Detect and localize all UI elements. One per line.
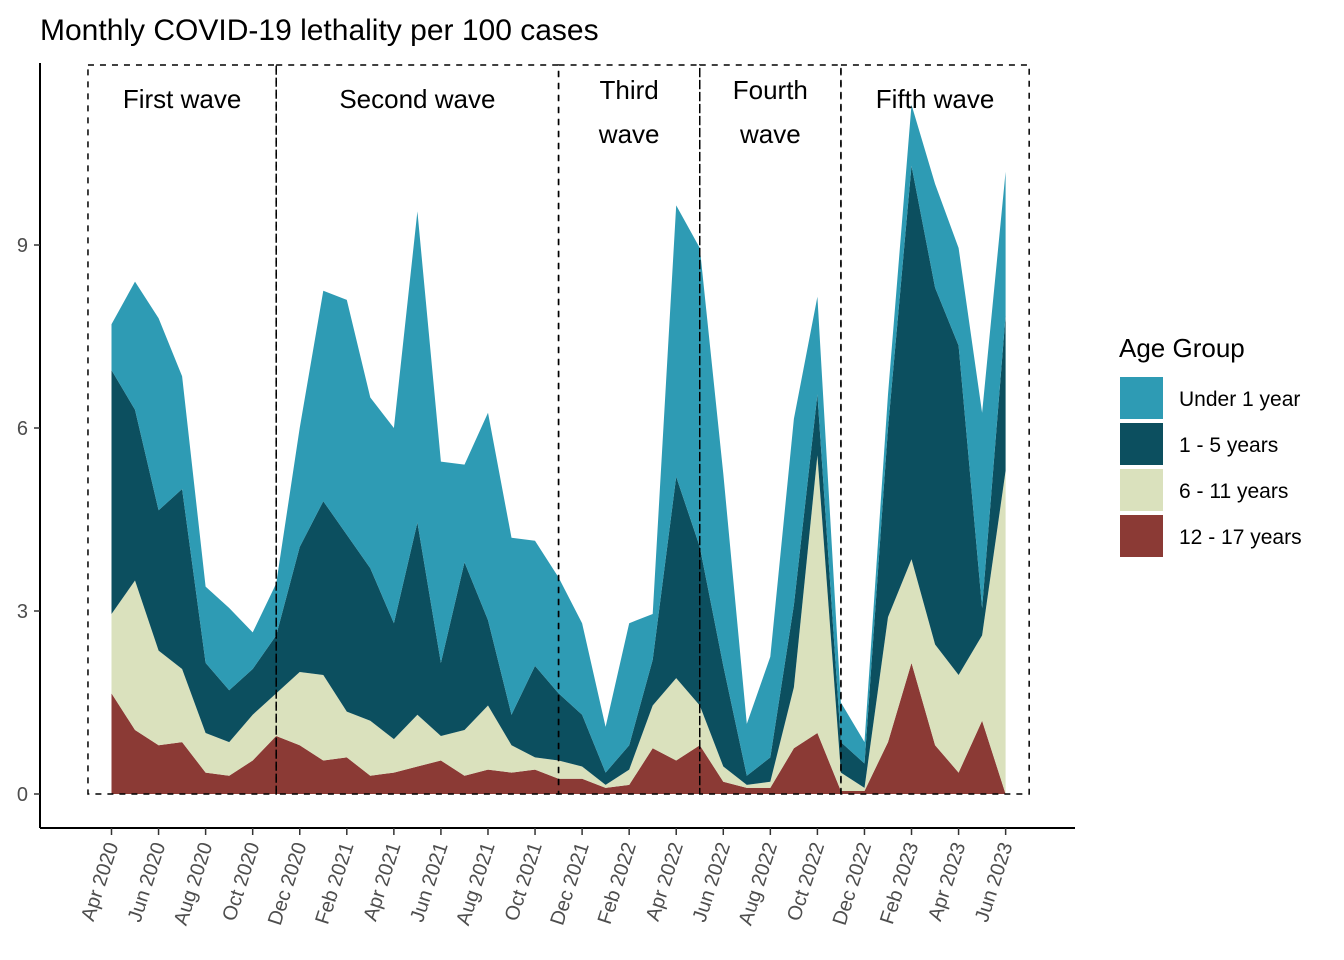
axes bbox=[39, 63, 1075, 829]
wave-annotations: First wave Second wave Third wave Fourth wave… bbox=[87, 64, 1030, 795]
x-ticks: Apr 2020 Jun 2020 Aug 2020 Oct 2020 Dec 2020… bbox=[77, 828, 1017, 928]
area-under-1-year bbox=[111, 104, 1006, 776]
x-tick-label: Jun 2020 bbox=[124, 840, 170, 925]
legend-item: Under 1 year bbox=[1120, 377, 1300, 419]
stacked-areas bbox=[111, 104, 1006, 794]
wave-label: wave bbox=[598, 119, 660, 149]
x-tick-label: Apr 2023 bbox=[924, 840, 970, 924]
x-tick-label: Dec 2020 bbox=[264, 840, 311, 928]
wave-box: Third wave bbox=[557, 64, 701, 795]
legend-item: 12 - 17 years bbox=[1120, 515, 1302, 557]
legend-label: 12 - 17 years bbox=[1179, 526, 1302, 549]
wave-label: Fifth wave bbox=[876, 84, 995, 114]
legend-swatch bbox=[1120, 515, 1163, 557]
x-tick-label: Dec 2022 bbox=[829, 840, 876, 928]
chart-title: Monthly COVID-19 lethality per 100 cases bbox=[40, 14, 599, 47]
legend-title: Age Group bbox=[1119, 333, 1245, 363]
legend-label: 6 - 11 years bbox=[1179, 480, 1288, 503]
wave-box-outline bbox=[557, 64, 701, 795]
wave-label: Third bbox=[600, 75, 659, 105]
y-tick-label: 0 bbox=[17, 784, 28, 806]
legend-label: 1 - 5 years bbox=[1179, 434, 1278, 457]
legend-label: Under 1 year bbox=[1179, 388, 1300, 411]
legend-swatch bbox=[1120, 377, 1163, 419]
y-tick-label: 6 bbox=[17, 418, 28, 440]
y-tick-label: 3 bbox=[17, 601, 28, 623]
x-tick-label: Feb 2021 bbox=[312, 840, 359, 927]
x-tick-label: Apr 2020 bbox=[77, 840, 123, 924]
x-tick-label: Oct 2022 bbox=[783, 840, 829, 924]
wave-box-outline bbox=[840, 64, 1030, 795]
x-tick-label: Oct 2020 bbox=[218, 840, 264, 924]
legend: Age Group Under 1 year 1 - 5 years 6 - 11 … bbox=[1119, 333, 1302, 557]
x-tick-label: Aug 2021 bbox=[452, 840, 499, 928]
wave-label: First wave bbox=[123, 84, 241, 114]
legend-swatch bbox=[1120, 469, 1163, 511]
y-ticks: 0 3 6 9 bbox=[17, 235, 40, 806]
x-tick-label: Aug 2020 bbox=[170, 840, 217, 928]
wave-box: Second wave bbox=[275, 64, 560, 795]
x-tick-label: Feb 2022 bbox=[594, 840, 641, 927]
area-1-5-years bbox=[111, 165, 1006, 788]
x-tick-label: Oct 2021 bbox=[501, 840, 547, 924]
legend-item: 6 - 11 years bbox=[1120, 469, 1288, 511]
area-6-11-years bbox=[111, 455, 1006, 794]
wave-box: Fifth wave bbox=[840, 64, 1030, 795]
x-tick-label: Jun 2023 bbox=[971, 840, 1017, 925]
x-tick-label: Dec 2021 bbox=[546, 840, 593, 928]
x-tick-label: Apr 2022 bbox=[642, 840, 688, 924]
legend-swatch bbox=[1120, 423, 1163, 465]
x-tick-label: Jun 2022 bbox=[689, 840, 735, 925]
legend-item: 1 - 5 years bbox=[1120, 423, 1278, 465]
wave-label: Second wave bbox=[339, 84, 495, 114]
y-tick-label: 9 bbox=[17, 235, 28, 257]
x-tick-label: Apr 2021 bbox=[360, 840, 406, 924]
area-12-17-years bbox=[111, 662, 1006, 794]
x-tick-label: Aug 2022 bbox=[735, 840, 782, 928]
wave-label: Fourth bbox=[733, 75, 808, 105]
wave-box-outline bbox=[275, 64, 560, 795]
wave-label: wave bbox=[739, 119, 801, 149]
x-tick-label: Feb 2023 bbox=[876, 840, 923, 927]
x-tick-label: Jun 2021 bbox=[406, 840, 452, 925]
